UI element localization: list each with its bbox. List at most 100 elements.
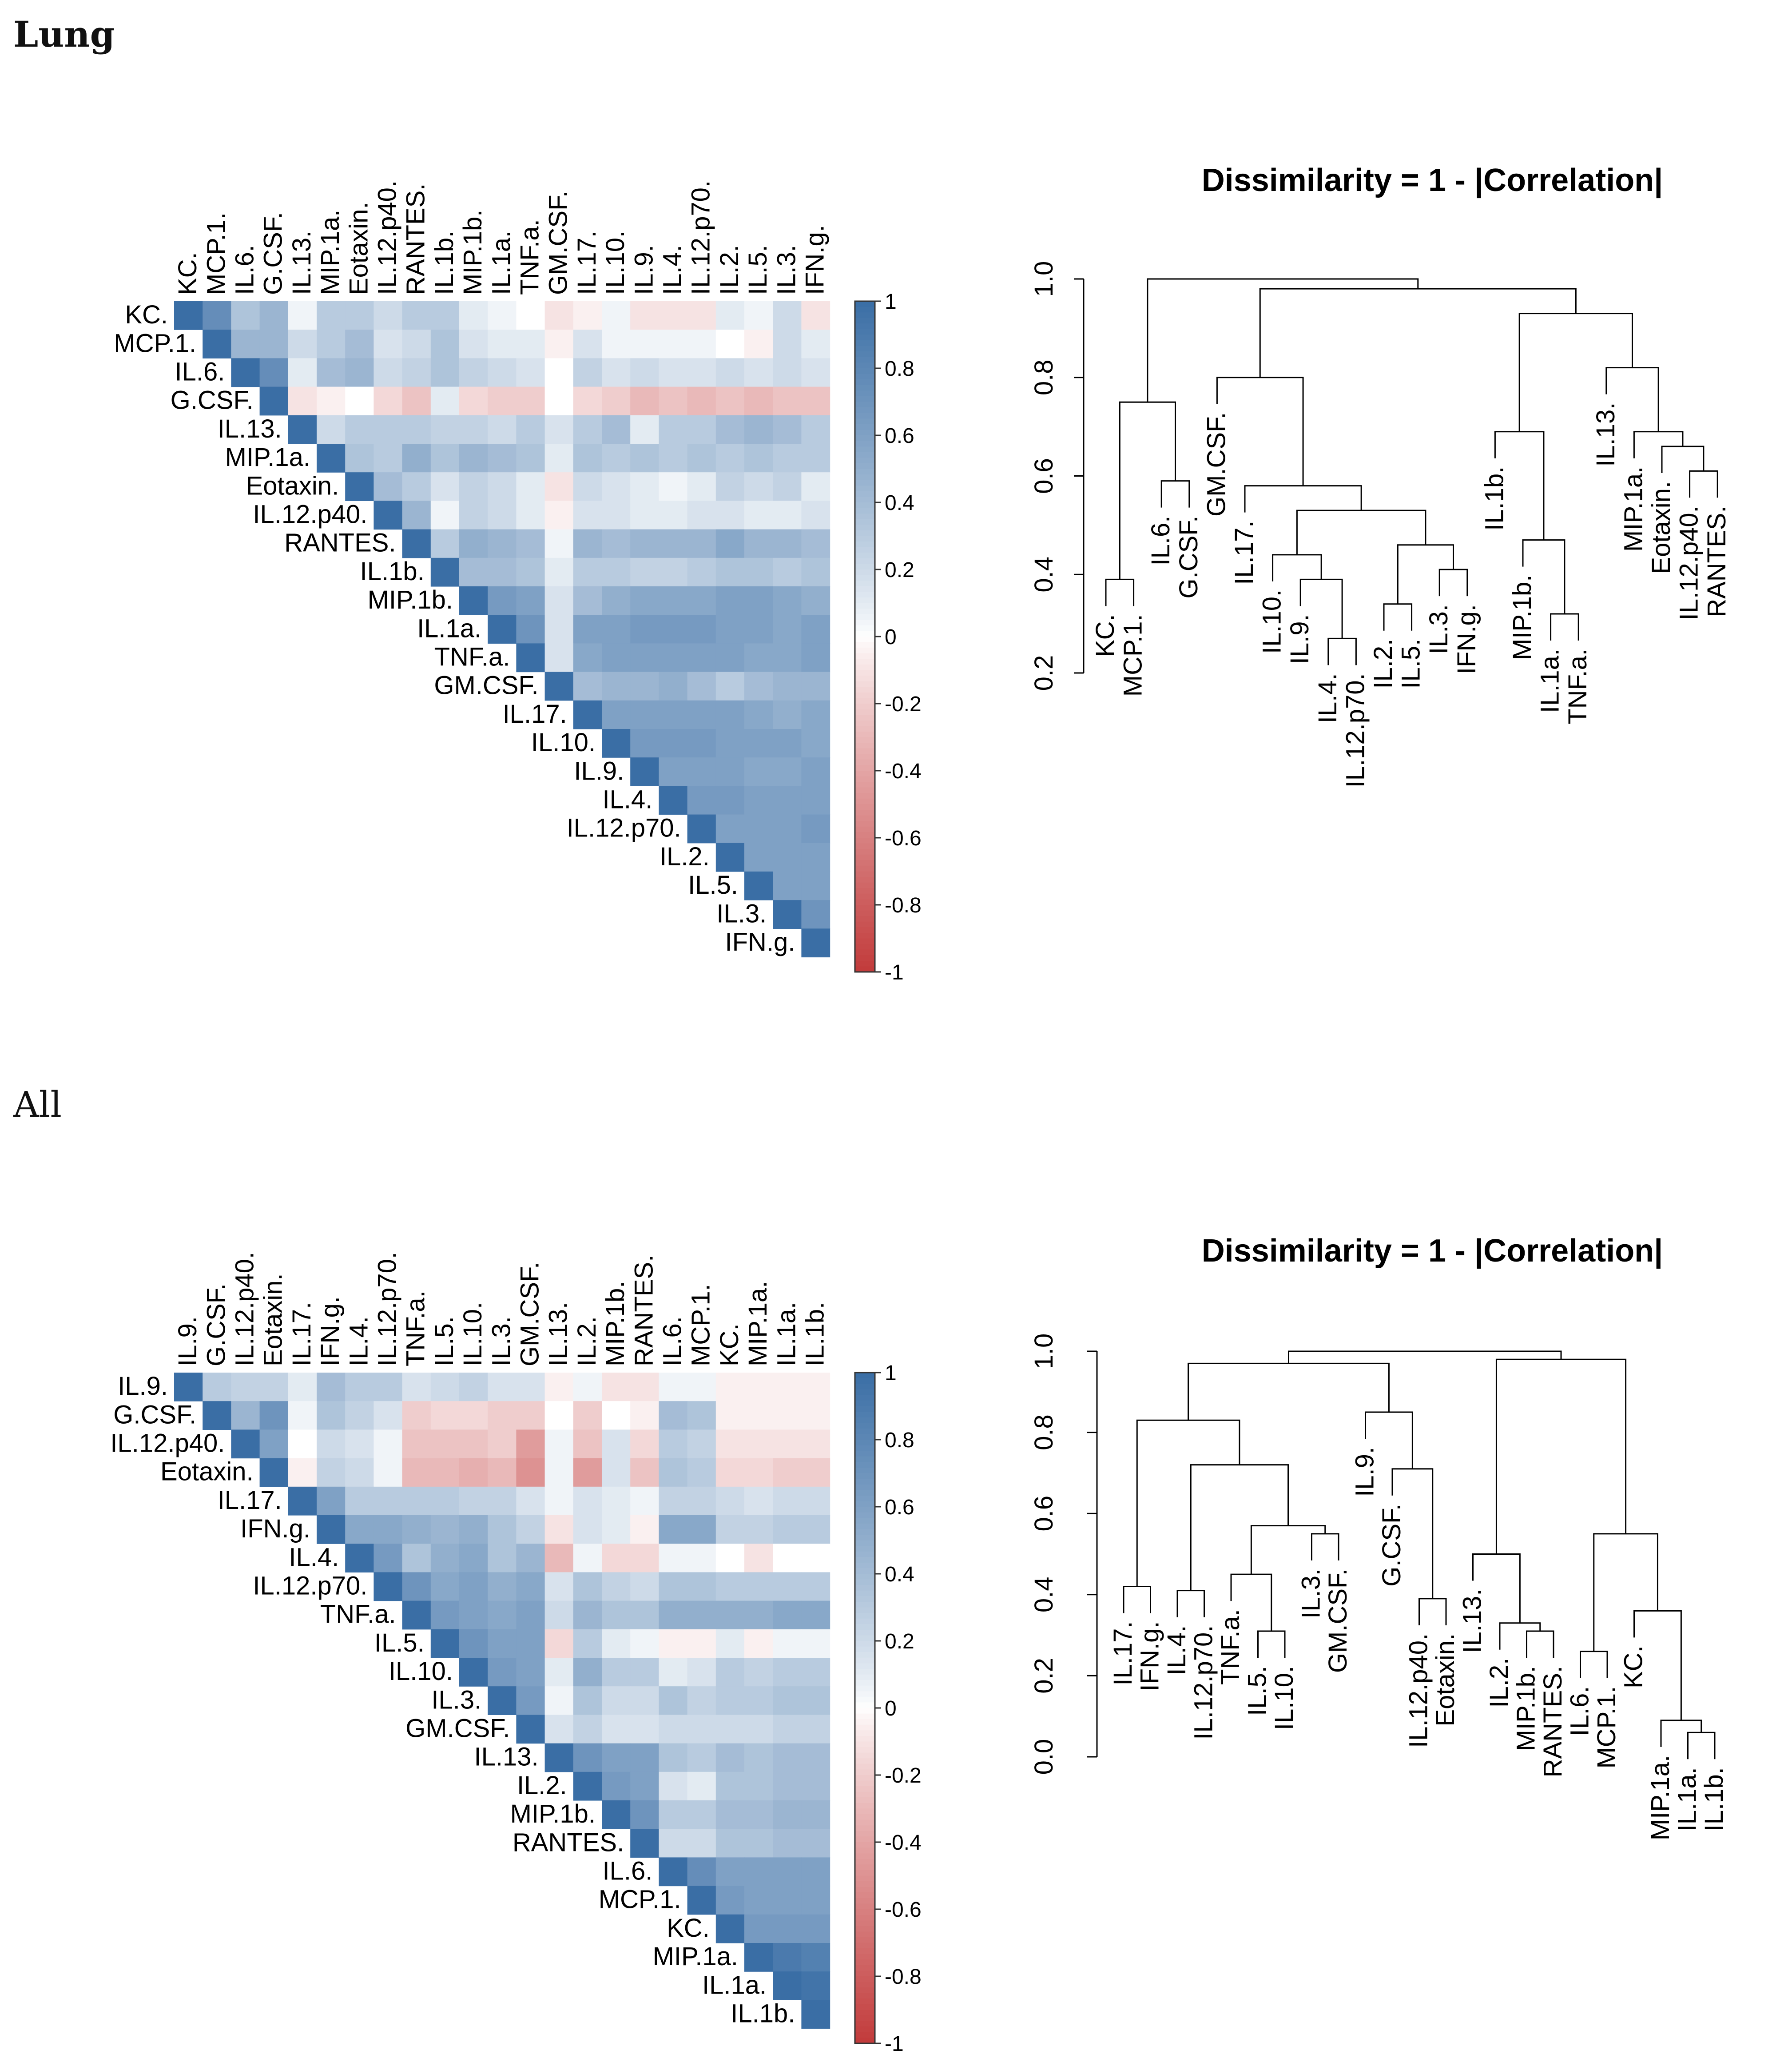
heatmap-cell-0-7-11 [488, 501, 517, 530]
colorbar-band-0-92 [855, 815, 875, 822]
colorbar-label-1-6: -0.2 [885, 1764, 922, 1787]
heatmap-cell-1-0-8 [402, 1373, 431, 1401]
heatmap-cell-0-9-22 [801, 557, 830, 587]
dendrogram-leaf-0-6: IL.10. [1258, 589, 1287, 654]
heatmap-cell-1-10-11 [488, 1658, 517, 1687]
colorbar-band-1-107 [855, 1970, 875, 1977]
heatmap-cell-0-2-5 [317, 358, 346, 387]
heatmap-cell-0-7-7 [373, 501, 403, 530]
heatmap-cell-1-0-10 [459, 1373, 488, 1401]
colorbar-label-0-8: -0.6 [885, 827, 922, 850]
heatmap-cell-0-3-21 [773, 386, 802, 416]
lung-dendrogram: Dissimilarity = 1 - |Correlation| 0.2 0.4 0… [1029, 163, 1731, 788]
colorbar-band-1-1 [855, 1378, 875, 1384]
colorbar-band-1-63 [855, 1724, 875, 1731]
heatmap-cell-0-5-7 [373, 444, 403, 473]
col-label-0-8: RANTES. [401, 183, 430, 295]
colorbar-band-0-69 [855, 687, 875, 693]
colorbar-band-0-0 [855, 301, 875, 307]
heatmap-cell-0-1-5 [317, 330, 346, 358]
dendrogram-leaf-0-16: IL.1a. [1536, 649, 1565, 713]
col-label-1-11: IL.3. [487, 1316, 516, 1366]
dendrogram-link-1-13 [1499, 1622, 1541, 1650]
heatmap-cell-1-2-2 [231, 1429, 260, 1459]
heatmap-cell-1-7-15 [602, 1572, 631, 1601]
heatmap-cell-0-5-20 [744, 444, 773, 473]
heatmap-cell-0-9-14 [573, 557, 602, 587]
heatmap-cell-1-1-4 [288, 1401, 317, 1430]
colorbar-band-1-11 [855, 1434, 875, 1440]
colorbar-band-1-112 [855, 1998, 875, 2005]
heatmap-cell-0-2-14 [573, 358, 602, 387]
dendrogram-link-1-6 [1190, 1464, 1289, 1591]
heatmap-cell-0-1-13 [544, 330, 574, 358]
heatmap-cell-0-1-4 [288, 330, 317, 358]
colorbar-band-0-27 [855, 452, 875, 458]
heatmap-cell-0-10-13 [544, 586, 574, 615]
heatmap-cell-0-9-9 [430, 557, 460, 587]
colorbar-label-0-9: -0.8 [885, 894, 922, 917]
heatmap-cell-0-0-20 [744, 301, 773, 330]
heatmap-cell-0-0-2 [231, 301, 260, 330]
heatmap-cell-0-11-16 [630, 615, 659, 644]
dendrogram-leaf-0-4: GM.CSF. [1202, 412, 1231, 517]
colorbar-band-1-55 [855, 1680, 875, 1686]
dendrogram-leaf-1-7: IL.3. [1297, 1568, 1326, 1619]
heatmap-cell-0-2-19 [715, 358, 745, 387]
colorbar-band-0-106 [855, 893, 875, 900]
heatmap-cell-0-5-6 [345, 444, 374, 473]
colorbar-band-0-107 [855, 899, 875, 905]
heatmap-cell-0-7-9 [430, 501, 460, 530]
heatmap-cell-0-13-17 [659, 672, 688, 701]
colorbar-band-1-87 [855, 1859, 875, 1865]
heatmap-cell-0-2-21 [773, 358, 802, 387]
dendrogram-leaf-1-22: IL.1b. [1700, 1767, 1728, 1831]
heatmap-cell-0-22-22 [801, 928, 830, 958]
heatmap-cell-0-12-15 [602, 643, 631, 673]
heatmap-cell-0-4-20 [744, 415, 773, 444]
heatmap-cell-1-1-10 [459, 1401, 488, 1430]
col-label-0-1: MCP.1. [202, 212, 230, 295]
heatmap-cell-0-4-14 [573, 415, 602, 444]
heatmap-cell-1-8-11 [488, 1600, 517, 1630]
heatmap-cell-0-16-21 [773, 757, 802, 786]
heatmap-cell-0-0-4 [288, 301, 317, 330]
heatmap-cell-0-5-22 [801, 444, 830, 473]
colorbar-label-1-9: -0.8 [885, 1965, 922, 1989]
heatmap-cell-1-1-16 [630, 1401, 659, 1430]
heatmap-cell-1-10-18 [687, 1658, 716, 1687]
colorbar-band-0-47 [855, 564, 875, 570]
heatmap-cell-0-6-10 [459, 472, 488, 501]
col-label-0-7: IL.12.p40. [373, 180, 401, 295]
heatmap-cell-1-2-5 [317, 1429, 346, 1459]
col-label-0-12: TNF.a. [515, 219, 544, 295]
colorbar-band-0-115 [855, 944, 875, 950]
col-label-0-17: IL.4. [658, 245, 687, 295]
colorbar-band-0-20 [855, 413, 875, 419]
heatmap-cell-0-1-2 [231, 330, 260, 358]
colorbar-band-1-74 [855, 1786, 875, 1792]
heatmap-cell-1-6-11 [488, 1544, 517, 1572]
colorbar-band-0-97 [855, 843, 875, 849]
heatmap-cell-0-3-12 [516, 386, 545, 416]
dendrogram-link-0-0 [1105, 578, 1135, 606]
heatmap-cell-1-5-22 [801, 1515, 830, 1544]
heatmap-cell-0-6-13 [544, 472, 574, 501]
dendrogram-leaf-1-5: IL.5. [1243, 1666, 1272, 1716]
row-label-0-2: IL.6. [175, 357, 225, 386]
colorbar-band-1-37 [855, 1579, 875, 1585]
colorbar-label-0-6: -0.2 [885, 693, 922, 716]
heatmap-cell-1-12-16 [630, 1715, 659, 1744]
colorbar-band-0-74 [855, 715, 875, 721]
dendrogram-leaf-1-21: IL.1a. [1673, 1767, 1702, 1831]
heatmap-cell-0-2-4 [288, 358, 317, 387]
colorbar-band-0-76 [855, 726, 875, 732]
heatmap-cell-1-13-13 [544, 1743, 574, 1772]
dendrogram-link-1-7 [1136, 1419, 1240, 1587]
heatmap-cell-1-1-7 [373, 1401, 403, 1430]
heatmap-cell-1-0-16 [630, 1373, 659, 1401]
colorbar-band-1-0 [855, 1373, 875, 1379]
heatmap-cell-1-13-20 [744, 1743, 773, 1772]
heatmap-cell-1-6-20 [744, 1544, 773, 1572]
